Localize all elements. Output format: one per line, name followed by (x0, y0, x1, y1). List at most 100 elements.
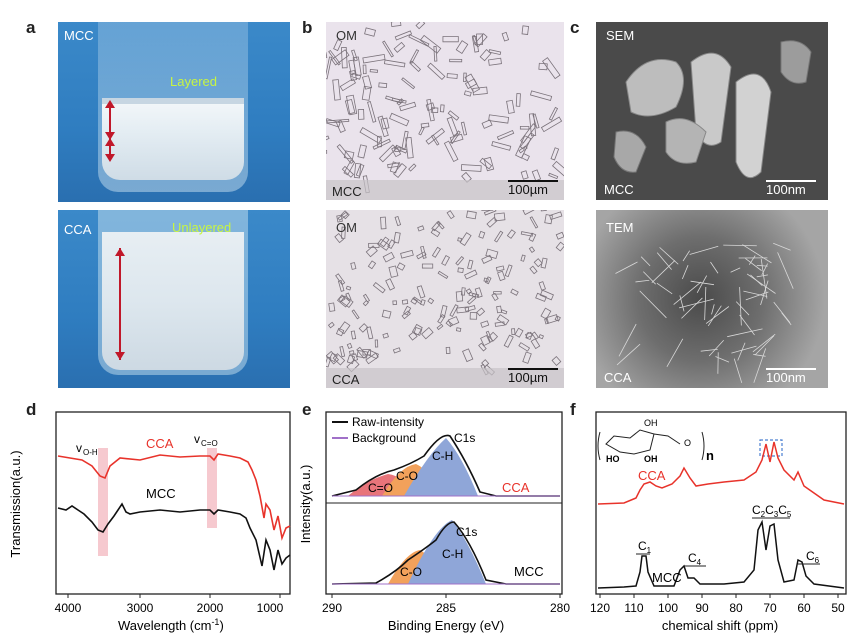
crystal (497, 270, 506, 282)
crystal (443, 140, 459, 163)
tem-fiber (643, 271, 656, 285)
crystal (480, 334, 491, 347)
om-scale-top: 100µm (508, 182, 549, 197)
tem-fiber (745, 258, 762, 271)
xps-xticks: 290 285 280 (322, 594, 570, 615)
crystal (383, 59, 406, 68)
cca-photo-label: CCA (64, 222, 92, 237)
tem-fiber (753, 348, 767, 383)
crystal (530, 338, 541, 350)
crystal (326, 350, 340, 365)
crystal (531, 331, 539, 340)
crystal (408, 163, 417, 172)
tem-fiber (752, 333, 776, 353)
panel-letter-e: e (302, 400, 312, 419)
mcc-vial-photo: MCC Layered (58, 22, 290, 202)
crystal (521, 153, 530, 162)
crystal (449, 58, 463, 63)
crystal (377, 135, 382, 148)
svg-text:HO: HO (606, 454, 620, 464)
crystal (469, 312, 478, 320)
nmr-frame (595, 411, 847, 595)
crystal (340, 47, 348, 69)
xps-ylabel: Intensity(a.u.) (298, 465, 313, 544)
tem-fibers (615, 242, 794, 383)
crystal (351, 353, 359, 362)
crystal (343, 150, 355, 160)
tem-fiber (715, 356, 730, 363)
crystal (335, 327, 345, 337)
tem-fiber (710, 261, 719, 274)
crystal (362, 54, 386, 64)
crystal (520, 170, 529, 180)
crystal (337, 211, 349, 221)
mcc-nmr-line (597, 519, 845, 589)
crystal (389, 161, 400, 174)
crystal (335, 273, 346, 286)
tem-fiber (773, 242, 791, 251)
crystal (519, 125, 530, 130)
crystal (338, 321, 351, 335)
crystal (518, 342, 531, 352)
ftir-ylabel: Transmission(a.u.) (8, 450, 23, 557)
crystal (339, 78, 357, 92)
nmr-chart: OH HO OH O n CCA MCC C1 C4 C2C3C5 C6 120… (590, 411, 847, 633)
nmr-xlabel: chemical shift (ppm) (662, 618, 778, 633)
crystal (433, 46, 438, 62)
crystal (522, 351, 532, 364)
layered-label: Layered (170, 74, 217, 89)
crystal (421, 327, 434, 340)
xps-cca-label: CCA (502, 480, 530, 495)
crystal (385, 278, 396, 291)
crystal (496, 314, 510, 326)
tem-fiber (731, 345, 757, 354)
crystal (328, 352, 338, 363)
tem-fiber (761, 263, 768, 276)
ftir-cca-label: CCA (146, 436, 174, 451)
crystal (522, 210, 535, 216)
crystal (351, 49, 358, 62)
om-sample-bottom: CCA (332, 372, 360, 387)
crystal (376, 238, 391, 251)
crystal (336, 144, 355, 164)
crystal (365, 352, 379, 365)
tem-fiber (745, 291, 769, 301)
svg-text:C6: C6 (806, 549, 820, 565)
crystal (540, 210, 547, 212)
crystal (540, 116, 563, 133)
om-sample-top: MCC (332, 184, 362, 199)
mcc-co-label: C-O (400, 565, 422, 579)
scale-bar-top (508, 180, 558, 182)
crystal (357, 109, 365, 120)
crystal (367, 260, 377, 270)
crystal (493, 212, 506, 222)
tem-fiber (704, 286, 707, 320)
crystal (471, 35, 480, 53)
crystal (548, 106, 559, 121)
tem-fiber (640, 256, 651, 267)
crystal (501, 31, 510, 42)
crystal (346, 354, 356, 365)
nmr-tick-80: 80 (729, 601, 743, 615)
crystal (439, 104, 445, 113)
tem-fiber (756, 264, 768, 267)
crystal (468, 292, 477, 298)
cellulose-structure: OH HO OH O n (597, 418, 714, 464)
crystal (437, 314, 446, 324)
crystal (430, 228, 441, 238)
crystal (331, 49, 350, 66)
mcc-raw-line (331, 521, 560, 585)
crystal (369, 68, 379, 73)
sem-image: SEM MCC 100nm (596, 22, 828, 200)
crystal (496, 305, 503, 314)
crystal (494, 230, 504, 243)
crystal (503, 334, 514, 348)
crystal (362, 75, 373, 90)
nmr-tick-90: 90 (695, 601, 709, 615)
crystal (459, 232, 472, 246)
crystal (548, 172, 559, 180)
tem-fiber (696, 275, 708, 293)
crystal (531, 169, 542, 182)
cca-co-label: C-O (396, 469, 418, 483)
crystal (387, 162, 401, 169)
